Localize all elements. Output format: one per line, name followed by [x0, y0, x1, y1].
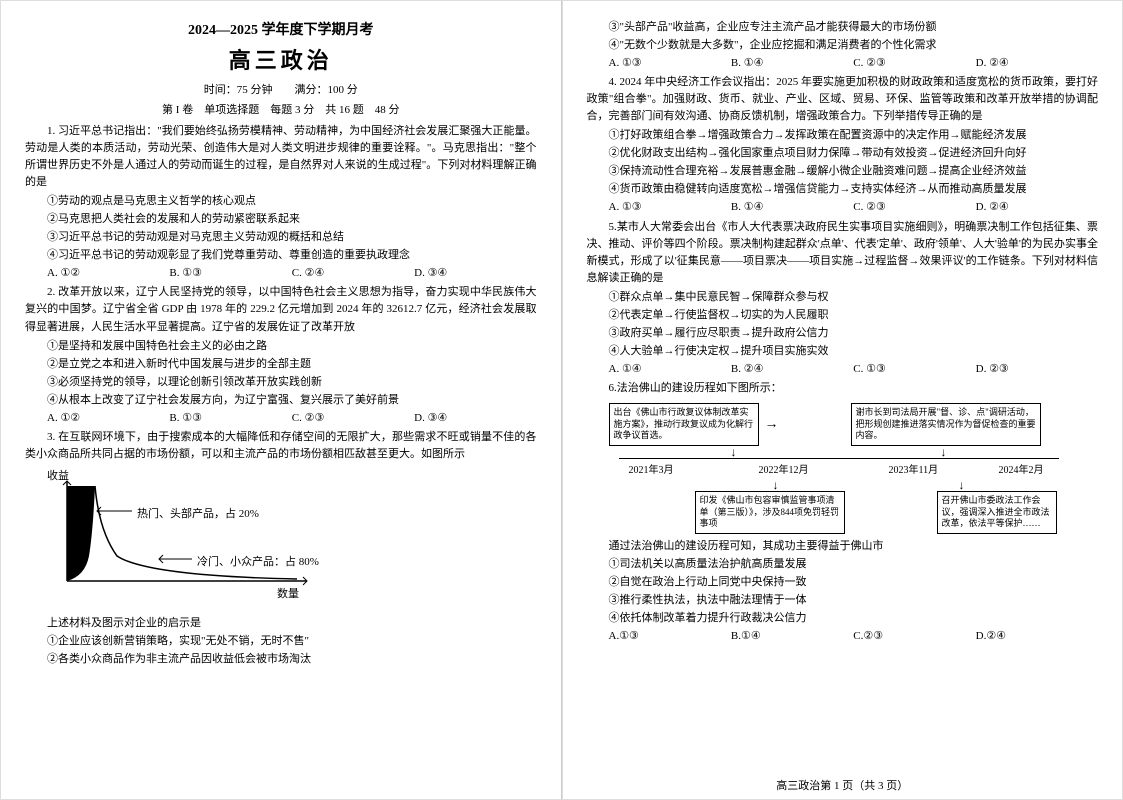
- q2-item1: ①是坚持和发展中国特色社会主义的必由之路: [25, 338, 537, 355]
- q6-opt-b: B.①④: [731, 628, 853, 645]
- q3-item2: ②各类小众商品作为非主流产品因收益低会被市场淘汰: [25, 651, 537, 668]
- q5-options: A. ①④ B. ②④ C. ①③ D. ②③: [587, 361, 1099, 378]
- down-arrow-icon: ↓ ↓: [609, 446, 1069, 458]
- q3-opt-c: C. ②③: [853, 55, 975, 72]
- flow-box-3: 印发《佛山市包容审慎监管事项清单（第三版）》，涉及844项免罚轻罚事项: [695, 491, 845, 534]
- page-right: ③"头部产品"收益高，企业应专注主流产品才能获得最大的市场份额 ④"无数个少数就…: [562, 0, 1123, 800]
- q2-opt-b: B. ①③: [169, 410, 291, 427]
- q4-opt-a: A. ①③: [609, 199, 731, 216]
- q6-opt-d: D.②④: [976, 628, 1098, 645]
- q2-opt-c: C. ②③: [292, 410, 414, 427]
- flow-date-1: 2021年3月: [629, 461, 674, 476]
- chart-y-label: 收益: [47, 467, 69, 483]
- q6-item2: ②自觉在政治上行动上同党中央保持一致: [587, 574, 1099, 591]
- q3-opt-a: A. ①③: [609, 55, 731, 72]
- q5-item4: ④人大验单→行使决定权→提升项目实施实效: [587, 343, 1099, 360]
- chart-x-label: 数量: [277, 585, 299, 601]
- q4-item4: ④货币政策由稳健转向适度宽松→增强信贷能力→支持实体经济→从而推动高质量发展: [587, 181, 1099, 198]
- chart-area: [67, 486, 95, 581]
- long-tail-chart: 收益 热门、头部产品，占 20% 冷门、小众产品：占 80% 数量: [47, 471, 327, 611]
- q1-opt-c: C. ②④: [292, 265, 414, 282]
- section-1-head: 第 I 卷 单项选择题 每题 3 分 共 16 题 48 分: [25, 101, 537, 117]
- q4-opt-b: B. ①④: [731, 199, 853, 216]
- q4-item1: ①打好政策组合拳→增强政策合力→发挥政策在配置资源中的决定作用→赋能经济发展: [587, 127, 1099, 144]
- year-title: 2024—2025 学年度下学期月考: [25, 19, 537, 39]
- q5-item3: ③政府买单→履行应尽职责→提升政府公信力: [587, 325, 1099, 342]
- q2-stem: 2. 改革开放以来，辽宁人民坚持党的领导，以中国特色社会主义思想为指导，奋力实现…: [25, 284, 537, 335]
- q4-item2: ②优化财政支出结构→强化国家重点项目财力保障→带动有效投资→促进经济回升向好: [587, 145, 1099, 162]
- q1-item3: ③习近平总书记的劳动观是对马克思主义劳动观的概括和总结: [25, 229, 537, 246]
- q2-opt-d: D. ③④: [414, 410, 536, 427]
- flow-date-3: 2023年11月: [889, 461, 939, 476]
- q3-item1: ①企业应该创新营销策略，实现"无处不销，无时不售": [25, 633, 537, 650]
- q3-opt-d: D. ②④: [976, 55, 1098, 72]
- q1-opt-a: A. ①②: [47, 265, 169, 282]
- q4-opt-c: C. ②③: [853, 199, 975, 216]
- q5-opt-d: D. ②③: [976, 361, 1098, 378]
- q6-item1: ①司法机关以高质量法治护航高质量发展: [587, 556, 1099, 573]
- q1-stem: 1. 习近平总书记指出："我们要始终弘扬劳模精神、劳动精神，为中国经济社会发展汇…: [25, 123, 537, 191]
- q2-opt-a: A. ①②: [47, 410, 169, 427]
- q2-item2: ②是立党之本和进入新时代中国发展与进步的全部主题: [25, 356, 537, 373]
- q6-opt-c: C.②③: [853, 628, 975, 645]
- q1-opt-b: B. ①③: [169, 265, 291, 282]
- chart-svg: [47, 471, 327, 601]
- chart-label-2: 冷门、小众产品：占 80%: [197, 553, 319, 569]
- flow-diagram: 出台《佛山市行政复议体制改革实施方案》，推动行政复议成为化解行政争议首选。 → …: [609, 403, 1069, 534]
- q1-options: A. ①② B. ①③ C. ②④ D. ③④: [25, 265, 537, 282]
- q5-opt-a: A. ①④: [609, 361, 731, 378]
- q6-stem: 6.法治佛山的建设历程如下图所示：: [587, 380, 1099, 397]
- q2-item4: ④从根本上改变了辽宁社会发展方向，为辽宁富强、复兴展示了美好前景: [25, 392, 537, 409]
- q4-stem: 4. 2024 年中央经济工作会议指出：2025 年要实施更加积极的财政政策和适…: [587, 74, 1099, 125]
- q4-item3: ③保持流动性合理充裕→发展普惠金融→缓解小微企业融资难问题→提高企业经济效益: [587, 163, 1099, 180]
- flow-box-1: 出台《佛山市行政复议体制改革实施方案》，推动行政复议成为化解行政争议首选。: [609, 403, 759, 446]
- q3-after: 上述材料及图示对企业的启示是: [25, 615, 537, 632]
- q5-stem: 5.某市人大常委会出台《市人大代表票决政府民生实事项目实施细则》，明确票决制工作…: [587, 219, 1099, 287]
- q3-opt-b: B. ①④: [731, 55, 853, 72]
- page-footer: 高三政治第 1 页（共 3 页）: [563, 777, 1123, 793]
- q5-opt-c: C. ①③: [853, 361, 975, 378]
- arrow-icon: →: [765, 417, 779, 433]
- q5-opt-b: B. ②④: [731, 361, 853, 378]
- q5-item2: ②代表定单→行使监督权→切实的为人民履职: [587, 307, 1099, 324]
- q6-opt-a: A.①③: [609, 628, 731, 645]
- q5-item1: ①群众点单→集中民意民智→保障群众参与权: [587, 289, 1099, 306]
- q6-options: A.①③ B.①④ C.②③ D.②④: [587, 628, 1099, 645]
- chart-label-1: 热门、头部产品，占 20%: [137, 505, 259, 521]
- subject-title: 高三政治: [25, 43, 537, 75]
- q3-options: A. ①③ B. ①④ C. ②③ D. ②④: [587, 55, 1099, 72]
- q3-item3: ③"头部产品"收益高，企业应专注主流产品才能获得最大的市场份额: [587, 19, 1099, 36]
- time-score: 时间：75 分钟 满分：100 分: [25, 81, 537, 97]
- flow-box-4: 召开佛山市委政法工作会议，强调深入推进全市政法改革，依法平等保护……: [937, 491, 1057, 534]
- q1-opt-d: D. ③④: [414, 265, 536, 282]
- q1-item1: ①劳动的观点是马克思主义哲学的核心观点: [25, 193, 537, 210]
- q4-opt-d: D. ②④: [976, 199, 1098, 216]
- down-arrow-icon-2: ↓ ↓: [609, 479, 1069, 491]
- q6-item4: ④依托体制改革着力提升行政裁决公信力: [587, 610, 1099, 627]
- q6-item3: ③推行柔性执法，执法中融法理情于一体: [587, 592, 1099, 609]
- q3-stem: 3. 在互联网环境下，由于搜索成本的大幅降低和存储空间的无限扩大，那些需求不旺或…: [25, 429, 537, 463]
- page-left: 2024—2025 学年度下学期月考 高三政治 时间：75 分钟 满分：100 …: [0, 0, 562, 800]
- flow-date-4: 2024年2月: [999, 461, 1044, 476]
- flow-date-2: 2022年12月: [759, 461, 809, 476]
- q2-options: A. ①② B. ①③ C. ②③ D. ③④: [25, 410, 537, 427]
- q6-after: 通过法治佛山的建设历程可知，其成功主要得益于佛山市: [587, 538, 1099, 555]
- q2-item3: ③必须坚持党的领导，以理论创新引领改革开放实践创新: [25, 374, 537, 391]
- q3-item4: ④"无数个少数就是大多数"，企业应挖掘和满足消费者的个性化需求: [587, 37, 1099, 54]
- q1-item4: ④习近平总书记的劳动观彰显了我们党尊重劳动、尊重创造的重要执政理念: [25, 247, 537, 264]
- q4-options: A. ①③ B. ①④ C. ②③ D. ②④: [587, 199, 1099, 216]
- flow-box-2: 谢市长到司法局开展"督、诊、点"调研活动，把形规创建推进落实情况作为督促检查的重…: [851, 403, 1041, 446]
- q1-item2: ②马克思把人类社会的发展和人的劳动紧密联系起来: [25, 211, 537, 228]
